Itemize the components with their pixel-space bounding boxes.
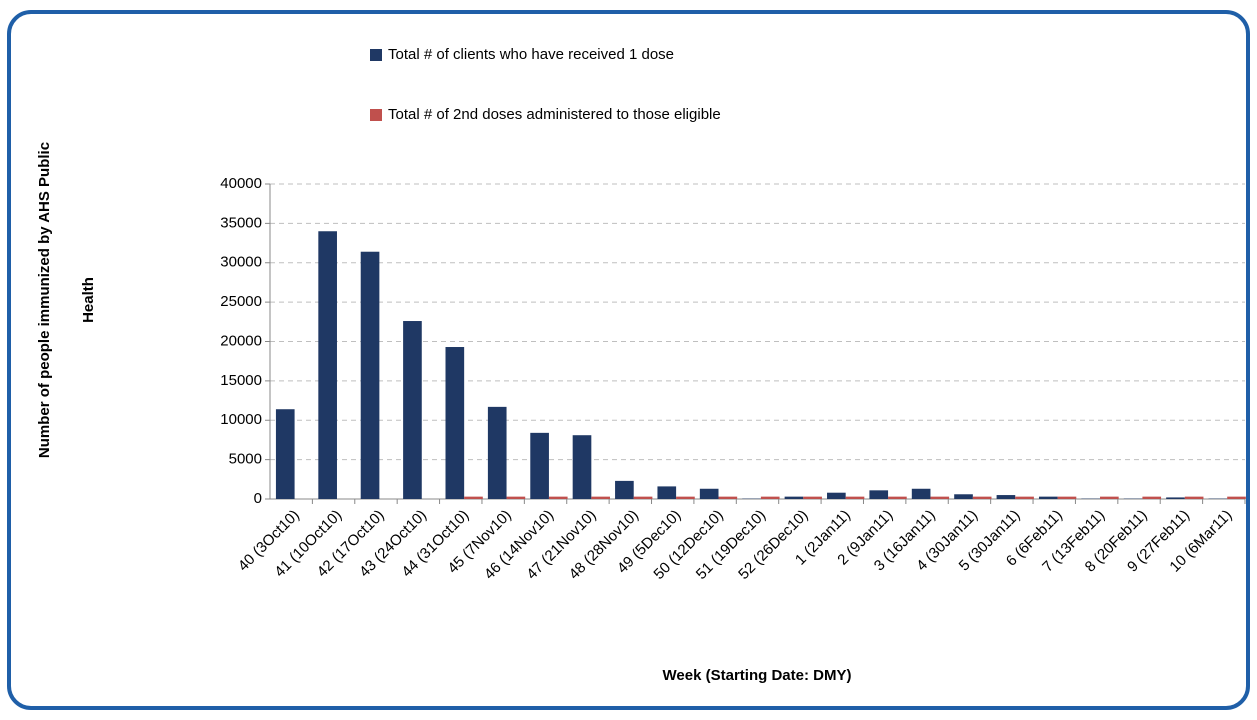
- bar: [888, 497, 907, 499]
- bar: [403, 321, 422, 499]
- bar: [318, 231, 337, 499]
- bar: [1166, 497, 1185, 499]
- y-title-line: Number of people immunized by AHS Public: [36, 142, 53, 458]
- y-title-line: Health: [80, 277, 97, 323]
- bar: [846, 497, 865, 499]
- bar: [361, 252, 380, 499]
- bar: [676, 497, 695, 499]
- y-tick-label: 40000: [220, 175, 262, 192]
- legend-swatch: [370, 49, 382, 61]
- y-tick-label: 0: [254, 490, 262, 507]
- y-tick-label: 25000: [220, 293, 262, 310]
- bar: [954, 494, 973, 499]
- bar: [973, 497, 992, 499]
- bar: [700, 489, 719, 499]
- bar: [869, 490, 888, 499]
- bar: [276, 409, 295, 499]
- bar: [549, 497, 568, 499]
- legend-label: Total # of 2nd doses administered to tho…: [388, 106, 721, 123]
- bar: [1100, 497, 1119, 499]
- bar: [719, 497, 738, 499]
- bar: [464, 497, 483, 499]
- bar: [615, 481, 634, 499]
- bar: [997, 495, 1016, 499]
- bar: [1227, 497, 1246, 499]
- bar: [591, 497, 610, 499]
- bar: [1015, 497, 1034, 499]
- bar: [446, 347, 465, 499]
- y-tick-label: 30000: [220, 254, 262, 271]
- bar: [827, 493, 846, 499]
- bar: [507, 497, 526, 499]
- bar: [761, 497, 780, 499]
- bar: [634, 497, 653, 499]
- bar: [530, 433, 549, 499]
- x-axis-title: Week (Starting Date: DMY): [663, 667, 852, 684]
- y-tick-label: 10000: [220, 411, 262, 428]
- bar: [1185, 497, 1204, 499]
- bar: [785, 497, 804, 499]
- y-tick-label: 35000: [220, 214, 262, 231]
- bar: [930, 497, 949, 499]
- bar: [1039, 497, 1058, 499]
- bar: [1142, 497, 1161, 499]
- bar: [488, 407, 507, 499]
- bar: [912, 489, 931, 499]
- bar: [1058, 497, 1077, 499]
- legend-label: Total # of clients who have received 1 d…: [388, 46, 674, 63]
- y-tick-label: 5000: [229, 451, 262, 468]
- bar: [573, 435, 592, 499]
- y-tick-label: 20000: [220, 332, 262, 349]
- legend-swatch: [370, 109, 382, 121]
- bar: [657, 486, 676, 499]
- bar: [803, 497, 822, 499]
- y-tick-label: 15000: [220, 372, 262, 389]
